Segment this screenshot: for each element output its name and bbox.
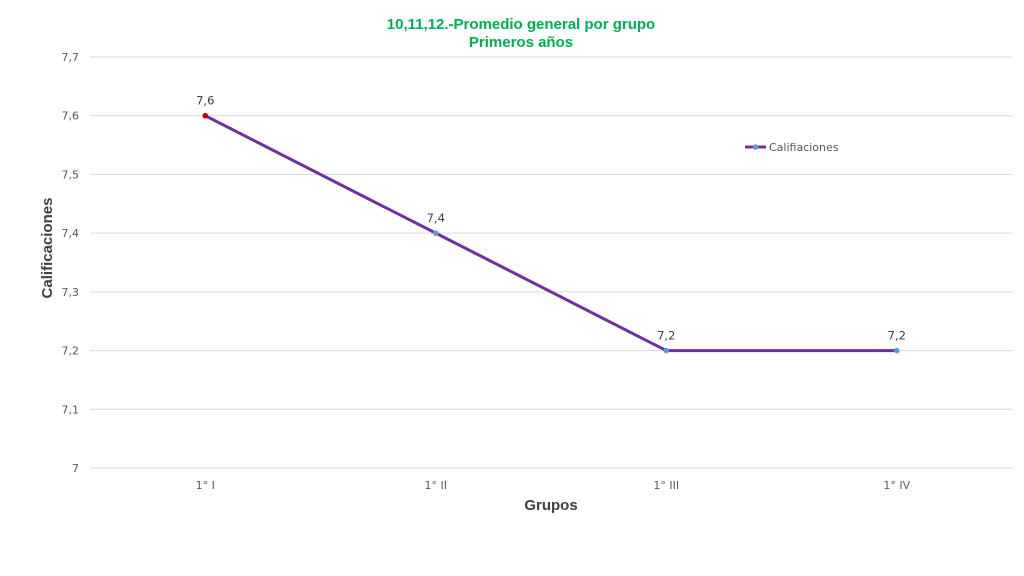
series-califiaciones	[202, 112, 900, 354]
data-point	[663, 347, 670, 354]
data-label: 7,2	[888, 329, 906, 343]
data-point	[893, 347, 900, 354]
data-point	[202, 112, 209, 119]
x-tick-label: 1° III	[653, 479, 679, 492]
legend-label: Califiaciones	[769, 141, 839, 154]
chart-title: 10,11,12.-Promedio general por grupo	[387, 16, 655, 33]
y-axis-title: Calificaciones	[39, 198, 56, 299]
y-tick-label: 7,5	[62, 168, 80, 181]
legend-marker-swatch	[752, 144, 759, 150]
y-tick-label: 7,4	[62, 227, 80, 240]
x-axis-ticks: 1° I 1° II 1° III 1° IV	[196, 479, 911, 492]
data-label: 7,4	[427, 211, 445, 225]
data-label: 7,2	[657, 329, 675, 343]
y-tick-label: 7,7	[62, 51, 80, 64]
y-tick-label: 7,6	[62, 110, 80, 123]
gridlines	[90, 56, 1012, 469]
y-tick-label: 7	[72, 462, 79, 475]
data-labels: 7,6 7,4 7,2 7,2	[196, 94, 906, 343]
data-point	[432, 230, 439, 236]
y-axis-ticks: 7 7,1 7,2 7,3 7,4 7,5 7,6 7,7	[62, 51, 80, 475]
series-line	[204, 114, 897, 353]
chart-subtitle: Primeros años	[469, 34, 573, 51]
x-tick-label: 1° II	[425, 479, 447, 492]
y-tick-label: 7,3	[62, 286, 80, 299]
data-label: 7,6	[196, 94, 214, 108]
x-tick-label: 1° IV	[883, 479, 910, 492]
x-tick-label: 1° I	[196, 479, 215, 492]
y-tick-label: 7,1	[62, 403, 80, 416]
legend: Califiaciones	[745, 141, 839, 154]
x-axis-title: Grupos	[524, 497, 577, 514]
y-tick-label: 7,2	[62, 345, 80, 358]
